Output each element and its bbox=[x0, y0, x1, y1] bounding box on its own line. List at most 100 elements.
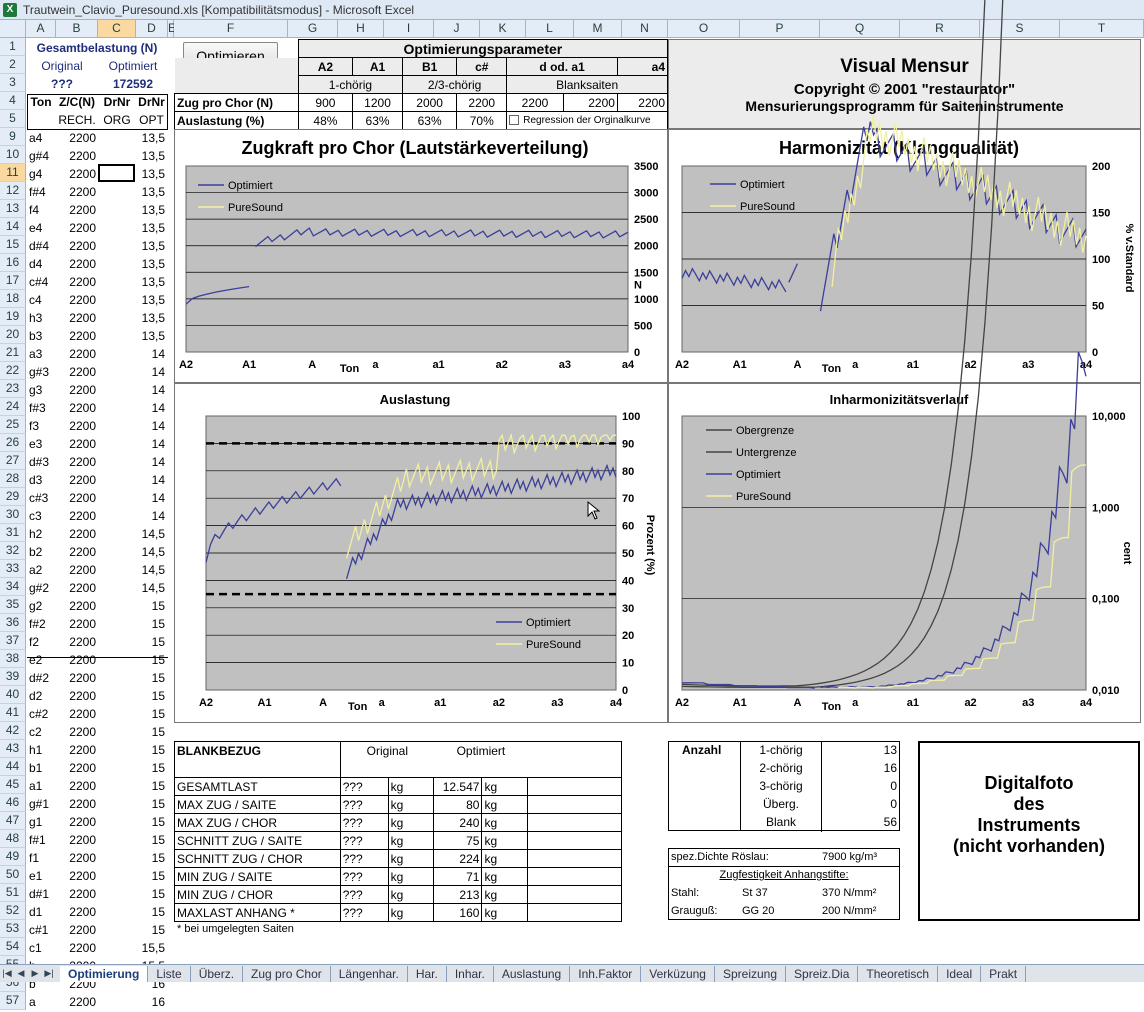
note-tension[interactable]: 2200 bbox=[69, 491, 96, 505]
column-header[interactable]: L bbox=[526, 20, 574, 38]
note-tension[interactable]: 2200 bbox=[69, 275, 96, 289]
note-drnr[interactable]: 15 bbox=[151, 599, 165, 613]
note-tension[interactable]: 2200 bbox=[69, 851, 96, 865]
note-name[interactable]: c#4 bbox=[29, 275, 49, 289]
zug-value[interactable]: 900 bbox=[297, 93, 354, 112]
zug-value[interactable]: 2200 bbox=[616, 93, 669, 112]
note-tension[interactable]: 2200 bbox=[69, 653, 96, 667]
note-drnr[interactable]: 15 bbox=[151, 635, 165, 649]
sheet-tab[interactable]: Spreizung bbox=[715, 965, 787, 982]
row-header[interactable]: 53 bbox=[0, 920, 26, 938]
row-header[interactable]: 57 bbox=[0, 992, 26, 1010]
note-drnr[interactable]: 15 bbox=[151, 617, 165, 631]
regression-checkbox[interactable] bbox=[509, 114, 520, 125]
note-drnr[interactable]: 15 bbox=[151, 725, 165, 739]
note-tension[interactable]: 2200 bbox=[69, 689, 96, 703]
note-name[interactable]: h1 bbox=[29, 743, 43, 757]
row-header[interactable]: 4 bbox=[0, 92, 26, 110]
note-tension[interactable]: 2200 bbox=[69, 419, 96, 433]
note-tension[interactable]: 2200 bbox=[69, 509, 96, 523]
note-drnr[interactable]: 15 bbox=[151, 923, 165, 937]
note-name[interactable]: g#3 bbox=[29, 365, 50, 379]
note-name[interactable]: f#4 bbox=[29, 185, 46, 199]
note-name[interactable]: a3 bbox=[29, 347, 43, 361]
note-tension[interactable]: 2200 bbox=[69, 635, 96, 649]
note-tension[interactable]: 2200 bbox=[69, 239, 96, 253]
note-name[interactable]: g2 bbox=[29, 599, 43, 613]
sheet-tab[interactable]: Verküzung bbox=[641, 965, 715, 982]
row-header[interactable]: 44 bbox=[0, 758, 26, 776]
row-header[interactable]: 26 bbox=[0, 434, 26, 452]
row-header[interactable]: 49 bbox=[0, 848, 26, 866]
row-header[interactable]: 39 bbox=[0, 668, 26, 686]
row-header[interactable]: 33 bbox=[0, 560, 26, 578]
note-tension[interactable]: 2200 bbox=[69, 743, 96, 757]
note-tension[interactable]: 2200 bbox=[69, 401, 96, 415]
note-tension[interactable]: 2200 bbox=[69, 347, 96, 361]
note-name[interactable]: f#1 bbox=[29, 833, 46, 847]
note-drnr[interactable]: 14 bbox=[151, 437, 165, 451]
note-drnr[interactable]: 15 bbox=[151, 671, 165, 685]
note-tension[interactable]: 2200 bbox=[69, 707, 96, 721]
row-header[interactable]: 17 bbox=[0, 272, 26, 290]
note-name[interactable]: g3 bbox=[29, 383, 43, 397]
note-drnr[interactable]: 15 bbox=[151, 797, 165, 811]
note-drnr[interactable]: 13,5 bbox=[141, 257, 165, 271]
sheet-tab[interactable]: Ideal bbox=[938, 965, 982, 982]
note-tension[interactable]: 2200 bbox=[69, 257, 96, 271]
row-header[interactable]: 11 bbox=[0, 164, 26, 182]
note-drnr[interactable]: 15 bbox=[151, 851, 165, 865]
row-header[interactable]: 20 bbox=[0, 326, 26, 344]
note-drnr[interactable]: 15 bbox=[151, 833, 165, 847]
note-drnr[interactable]: 15 bbox=[151, 653, 165, 667]
note-name[interactable]: g4 bbox=[29, 167, 43, 181]
row-header[interactable]: 25 bbox=[0, 416, 26, 434]
note-name[interactable]: b1 bbox=[29, 761, 43, 775]
note-tension[interactable]: 2200 bbox=[69, 923, 96, 937]
note-tension[interactable]: 2200 bbox=[69, 725, 96, 739]
note-drnr[interactable]: 14 bbox=[151, 455, 165, 469]
note-drnr[interactable]: 14 bbox=[151, 347, 165, 361]
row-header[interactable]: 45 bbox=[0, 776, 26, 794]
note-tension[interactable]: 2200 bbox=[69, 545, 96, 559]
row-header[interactable]: 40 bbox=[0, 686, 26, 704]
column-header[interactable]: F bbox=[174, 20, 288, 38]
note-tension[interactable]: 2200 bbox=[69, 941, 96, 955]
note-drnr[interactable]: 14 bbox=[151, 419, 165, 433]
row-header[interactable]: 51 bbox=[0, 884, 26, 902]
row-header[interactable]: 36 bbox=[0, 614, 26, 632]
note-name[interactable]: c#3 bbox=[29, 491, 49, 505]
note-name[interactable]: d4 bbox=[29, 257, 43, 271]
note-name[interactable]: g#4 bbox=[29, 149, 50, 163]
note-drnr[interactable]: 13,5 bbox=[141, 131, 165, 145]
note-tension[interactable]: 2200 bbox=[69, 221, 96, 235]
row-header[interactable]: 13 bbox=[0, 200, 26, 218]
row-header[interactable]: 43 bbox=[0, 740, 26, 758]
prev-sheet-icon[interactable]: ◀ bbox=[17, 968, 25, 978]
column-header[interactable]: D bbox=[136, 20, 168, 38]
sheet-tab[interactable]: Liste bbox=[148, 965, 191, 982]
note-tension[interactable]: 2200 bbox=[69, 581, 96, 595]
sheet-tab[interactable]: Inh.Faktor bbox=[570, 965, 642, 982]
note-name[interactable]: f#3 bbox=[29, 401, 46, 415]
optimize-button[interactable]: Optimieren bbox=[183, 42, 278, 70]
sheet-tab[interactable]: Längenhar. bbox=[331, 965, 408, 982]
note-name[interactable]: c#1 bbox=[29, 923, 49, 937]
note-name[interactable]: g#2 bbox=[29, 581, 50, 595]
note-drnr[interactable]: 15 bbox=[151, 743, 165, 757]
note-name[interactable]: a bbox=[29, 995, 36, 1009]
row-header[interactable]: 48 bbox=[0, 830, 26, 848]
note-drnr[interactable]: 14 bbox=[151, 365, 165, 379]
row-header[interactable]: 1 bbox=[0, 38, 26, 56]
note-drnr[interactable]: 14 bbox=[151, 401, 165, 415]
row-header[interactable]: 41 bbox=[0, 704, 26, 722]
note-drnr[interactable]: 15 bbox=[151, 887, 165, 901]
row-header[interactable]: 14 bbox=[0, 218, 26, 236]
note-name[interactable]: d1 bbox=[29, 905, 43, 919]
note-name[interactable]: f4 bbox=[29, 203, 40, 217]
column-header[interactable]: R bbox=[900, 20, 980, 38]
note-drnr[interactable]: 13,5 bbox=[141, 293, 165, 307]
note-drnr[interactable]: 13,5 bbox=[141, 149, 165, 163]
note-drnr[interactable]: 14 bbox=[151, 473, 165, 487]
note-drnr[interactable]: 13,5 bbox=[141, 221, 165, 235]
